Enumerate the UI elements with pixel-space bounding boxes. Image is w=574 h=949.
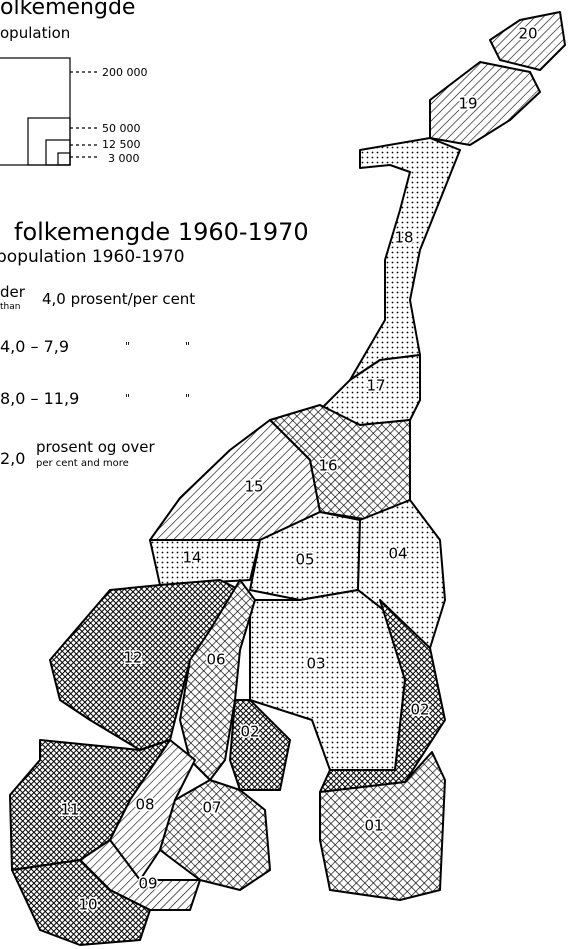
legend-square — [27, 117, 71, 166]
ditto: " — [185, 340, 190, 353]
region-label: 02 — [240, 723, 259, 741]
legend-label: 8,0 – 11,9 — [0, 389, 79, 408]
region — [349, 137, 461, 381]
legend-text: 4,0 prosent/per cent — [42, 290, 195, 308]
region-label: 03 — [306, 655, 325, 673]
region-label: 14 — [182, 549, 201, 567]
region-label: 04 — [388, 545, 407, 563]
title: olkemengde — [0, 0, 135, 20]
region-label: 12 — [123, 649, 142, 667]
region-label: 06 — [206, 651, 225, 669]
legend-label: der — [0, 283, 26, 301]
legend-label: 4,0 – 7,9 — [0, 337, 69, 356]
ditto: " — [125, 340, 130, 353]
region-label: 18 — [394, 229, 413, 247]
region-label: 16 — [318, 457, 337, 475]
region-label: 02 — [410, 701, 429, 719]
legend-label: 2,0 — [0, 449, 25, 468]
region — [319, 751, 446, 901]
size-label: 3 000 — [108, 152, 140, 165]
region — [489, 11, 566, 71]
legend-sublabel: per cent and more — [36, 458, 129, 469]
legend-sublabel: than — [0, 302, 20, 312]
region — [229, 699, 291, 791]
legend-subtitle: population 1960-1970 — [0, 247, 185, 267]
region-label: 11 — [60, 801, 79, 819]
region-label: 09 — [138, 875, 157, 893]
subtitle: opulation — [0, 24, 70, 42]
region — [429, 61, 541, 146]
size-label: 200 000 — [102, 66, 148, 79]
region-label: 15 — [244, 478, 263, 496]
regions — [9, 11, 566, 946]
region — [11, 859, 151, 946]
region — [149, 539, 261, 586]
size-legend — [0, 57, 100, 166]
region-label: 10 — [78, 896, 97, 914]
region-label: 01 — [364, 817, 383, 835]
legend-title: folkemengde 1960-1970 — [14, 218, 309, 246]
region-label: 20 — [518, 25, 537, 43]
region — [159, 779, 271, 891]
legend-square — [0, 57, 71, 166]
legend-square — [57, 152, 71, 166]
region-label: 19 — [458, 95, 477, 113]
region-label: 05 — [295, 551, 314, 569]
ditto: " — [185, 392, 190, 405]
region-label: 07 — [202, 799, 221, 817]
region — [179, 579, 256, 781]
region-label: 08 — [135, 796, 154, 814]
size-label: 50 000 — [102, 122, 141, 135]
region-label: 17 — [366, 377, 385, 395]
legend-text: prosent og over — [36, 438, 155, 456]
ditto: " — [125, 392, 130, 405]
size-label: 12 500 — [102, 138, 141, 151]
